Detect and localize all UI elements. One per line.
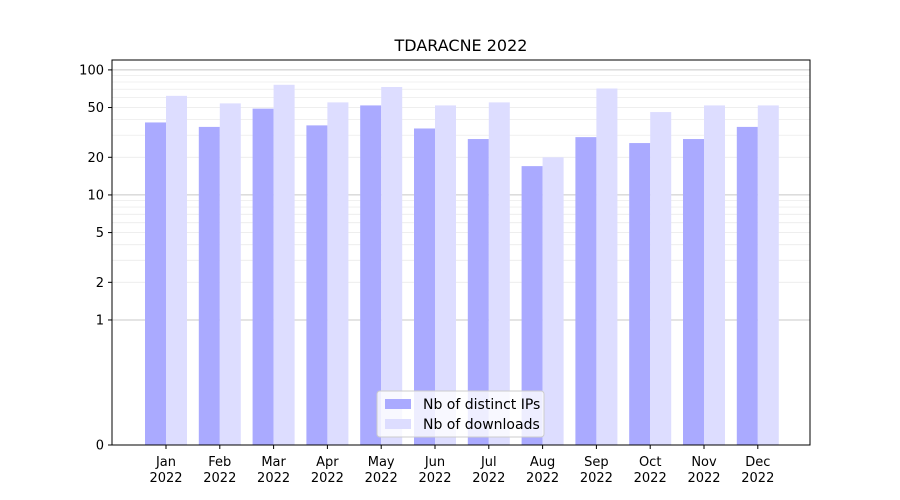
bar-downloads xyxy=(327,102,349,445)
bar-distinct-ips xyxy=(736,126,758,446)
x-tick-label: Aug 2022 xyxy=(526,455,559,486)
bar-distinct-ips xyxy=(306,125,328,445)
bar-distinct-ips xyxy=(575,137,597,445)
x-tick-label: Apr 2022 xyxy=(311,455,344,486)
bar-distinct-ips xyxy=(360,105,382,446)
legend-box xyxy=(376,390,545,438)
chart-title: TDARACNE 2022 xyxy=(394,36,528,55)
x-tick-label: Oct 2022 xyxy=(634,455,667,486)
bar-downloads xyxy=(650,112,672,445)
y-tick-label: 1 xyxy=(96,313,104,328)
bar-distinct-ips xyxy=(683,139,704,445)
x-axis: Jan 2022 Feb 2022 Mar 2022 Apr 2022 May 2022 Jun 20… xyxy=(149,445,774,486)
x-tick-label: Jun 2022 xyxy=(418,455,451,486)
y-tick-label: 10 xyxy=(87,188,104,203)
bar-distinct-ips xyxy=(252,108,274,445)
bar-downloads xyxy=(381,86,403,445)
x-tick-label: Jan 2022 xyxy=(149,455,182,486)
bar-downloads xyxy=(273,84,295,445)
bar-distinct-ips xyxy=(629,143,651,445)
bar-distinct-ips xyxy=(145,122,166,445)
legend-swatch xyxy=(385,399,411,409)
bar-distinct-ips xyxy=(198,126,220,446)
bar-downloads xyxy=(488,102,510,445)
y-tick-label: 100 xyxy=(79,63,104,78)
x-tick-label: Nov 2022 xyxy=(687,455,720,486)
bar-distinct-ips xyxy=(467,139,489,445)
y-tick-label: 2 xyxy=(96,276,104,291)
x-tick-label: Feb 2022 xyxy=(203,455,236,486)
y-tick-label: 0 xyxy=(96,439,104,454)
y-tick-label: 50 xyxy=(87,101,104,116)
legend: Nb of distinct IPs Nb of downloads xyxy=(376,390,545,438)
legend-label: Nb of distinct IPs xyxy=(423,397,540,413)
bar-downloads xyxy=(757,105,779,446)
bar-downloads xyxy=(704,105,725,446)
x-tick-label: Sep 2022 xyxy=(580,455,613,486)
x-tick-label: Jul 2022 xyxy=(472,455,505,486)
x-tick-label: Dec 2022 xyxy=(741,455,774,486)
bar-distinct-ips xyxy=(521,166,543,445)
legend-label: Nb of downloads xyxy=(423,417,540,433)
legend-swatch xyxy=(385,419,411,429)
y-tick-label: 5 xyxy=(96,226,104,241)
bar-downloads xyxy=(542,157,564,445)
y-axis: 0 1 2 5 10 20 50 100 xyxy=(79,63,112,454)
x-tick-label: Mar 2022 xyxy=(257,455,290,486)
bar-downloads xyxy=(219,103,241,446)
plot-frame xyxy=(111,59,811,446)
bar-distinct-ips xyxy=(414,128,435,445)
y-tick-label: 20 xyxy=(87,151,104,166)
bar-downloads xyxy=(166,95,187,446)
bar-downloads xyxy=(596,88,618,446)
bar-downloads xyxy=(435,105,456,446)
bars xyxy=(145,84,779,446)
x-tick-label: May 2022 xyxy=(365,455,398,486)
